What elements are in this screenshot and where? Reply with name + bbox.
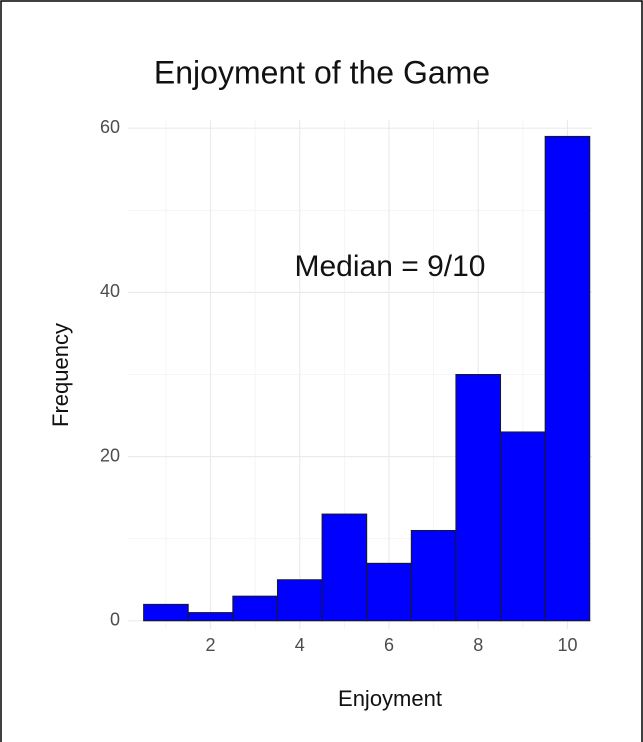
bar — [410, 529, 457, 622]
x-tick-label: 6 — [384, 635, 394, 655]
bar — [455, 374, 502, 622]
y-axis-label: Frequency — [48, 323, 73, 427]
bar — [500, 431, 546, 622]
chart-title: Enjoyment of the Game — [154, 54, 490, 90]
bar — [544, 135, 591, 622]
bar — [143, 603, 189, 622]
bar — [276, 579, 323, 622]
bars — [143, 135, 591, 622]
y-tick-label: 40 — [100, 281, 120, 301]
x-tick-label: 10 — [557, 635, 577, 655]
bar — [321, 513, 368, 622]
bar — [232, 595, 278, 622]
y-tick-label: 60 — [100, 117, 120, 137]
annotation: Median = 9/10 — [295, 250, 486, 283]
bar — [366, 562, 412, 622]
x-tick-label: 4 — [295, 635, 305, 655]
x-tick-label: 2 — [206, 635, 216, 655]
y-tick-label: 0 — [110, 610, 120, 630]
y-tick-label: 20 — [100, 445, 120, 465]
x-tick-label: 8 — [473, 635, 483, 655]
x-axis-label: Enjoyment — [338, 686, 442, 711]
bar — [187, 612, 234, 622]
